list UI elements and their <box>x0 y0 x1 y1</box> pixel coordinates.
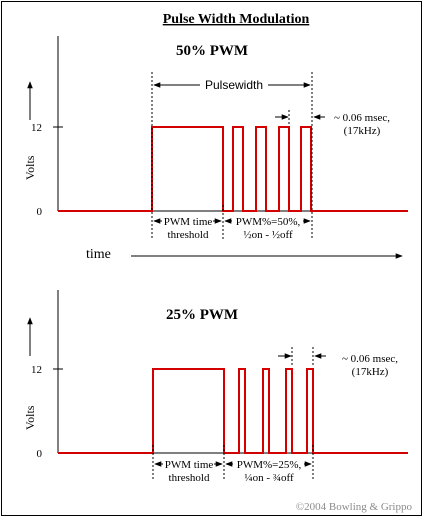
pulsewidth-label: Pulsewidth <box>205 78 263 92</box>
tick-label-0: 0 <box>37 448 43 460</box>
duty-label-line1: PWM%=50%, <box>236 216 301 228</box>
threshold-label-line1: PWM time <box>164 216 213 228</box>
pwm-signal-50 <box>58 126 408 212</box>
duty-label-line2: ¼on - ¾off <box>244 472 294 484</box>
period-label-line2: (17kHz) <box>344 125 381 137</box>
period-label-line2: (17kHz) <box>352 366 389 378</box>
tick-label-12: 12 <box>31 122 42 134</box>
threshold-label-line1: PWM time <box>165 459 214 471</box>
panel-heading: 25% PWM <box>166 307 238 323</box>
panel-25-pwm: 25% PWM Volts 12 0 ~ 0.06 msec, (17kHz) … <box>23 290 408 484</box>
tick-label-12: 12 <box>31 364 42 376</box>
page-title: Pulse Width Modulation <box>163 12 310 27</box>
time-axis-label: time <box>86 247 111 262</box>
duty-label-line1: PWM%=25%, <box>237 459 302 471</box>
period-label-line1: ~ 0.06 msec, <box>342 353 398 365</box>
pwm-signal-25 <box>58 368 408 454</box>
panel-50-pwm: 50% PWM Volts 12 0 Pulsewidth ~ 0.06 mse… <box>23 36 408 241</box>
copyright-text: ©2004 Bowling & Grippo <box>296 501 413 513</box>
duty-label-line2: ½on - ½off <box>243 229 293 241</box>
tick-label-0: 0 <box>37 206 43 218</box>
period-label-line1: ~ 0.06 msec, <box>334 112 390 124</box>
threshold-label-line2: threshold <box>168 229 209 241</box>
y-axis-label: Volts <box>23 405 37 430</box>
panel-heading: 50% PWM <box>176 43 248 59</box>
y-axis-label: Volts <box>23 155 37 180</box>
threshold-label-line2: threshold <box>169 472 210 484</box>
